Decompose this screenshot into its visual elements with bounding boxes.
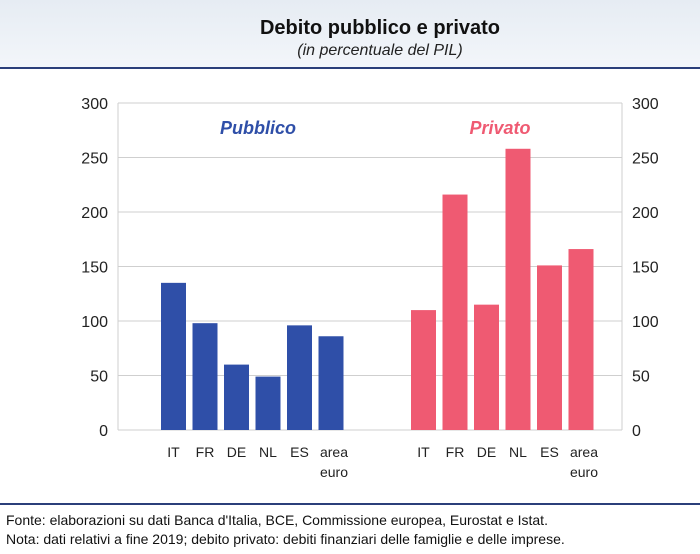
x-tick-label: FR	[196, 444, 215, 460]
x-tick-label: area	[320, 444, 348, 460]
source-note: Fonte: elaborazioni su dati Banca d'Ital…	[6, 512, 548, 528]
x-tick-label: area	[570, 444, 598, 460]
x-tick-label: DE	[227, 444, 246, 460]
bar-pubblico-nl	[255, 376, 281, 430]
y-tick-label-left: 250	[81, 151, 108, 168]
y-tick-label-right: 0	[632, 423, 641, 440]
x-tick-label: FR	[446, 444, 465, 460]
bar-privato-fr	[442, 194, 468, 430]
bar-pubblico-de	[224, 364, 249, 430]
y-tick-label-right: 100	[632, 314, 659, 331]
x-tick-label: euro	[570, 464, 598, 480]
series-label-pubblico: Pubblico	[220, 118, 296, 138]
x-tick-label: euro	[320, 464, 348, 480]
bar-privato-nl	[505, 148, 531, 430]
x-tick-label: DE	[477, 444, 496, 460]
y-tick-label-right: 50	[632, 369, 650, 386]
y-tick-label-right: 200	[632, 205, 659, 222]
bar-privato-es	[537, 265, 562, 430]
chart-subtitle: (in percentuale del PIL)	[297, 42, 463, 59]
footnote: Nota: dati relativi a fine 2019; debito …	[6, 531, 565, 547]
x-tick-label: IT	[167, 444, 180, 460]
y-tick-label-right: 300	[632, 96, 659, 113]
bar-privato-area-euro	[568, 249, 594, 430]
bar-pubblico-fr	[192, 323, 218, 430]
bar-privato-de	[474, 304, 499, 430]
bar-chart: 0 0 50 50 100 100 150 150 200 200 250 250 300 300 Pubb…	[81, 96, 659, 480]
y-tick-label-left: 200	[81, 205, 108, 222]
x-tick-label: ES	[290, 444, 309, 460]
bar-pubblico-area-euro	[318, 336, 344, 430]
y-tick-label-left: 150	[81, 260, 108, 277]
y-tick-label-left: 0	[99, 423, 108, 440]
y-tick-label-left: 50	[90, 369, 108, 386]
footer-divider	[0, 503, 700, 505]
chart-title: Debito pubblico e privato	[259, 17, 500, 39]
y-tick-label-right: 250	[632, 151, 659, 168]
x-tick-label: NL	[509, 444, 527, 460]
header-divider	[0, 67, 700, 69]
series-label-privato: Privato	[469, 118, 530, 138]
y-tick-label-right: 150	[632, 260, 659, 277]
x-tick-label: ES	[540, 444, 559, 460]
bar-privato-it	[411, 310, 436, 430]
bar-pubblico-it	[161, 282, 186, 430]
header-band	[0, 0, 700, 68]
bar-pubblico-es	[287, 325, 312, 430]
y-tick-label-left: 300	[81, 96, 108, 113]
y-tick-label-left: 100	[81, 314, 108, 331]
x-tick-label: NL	[259, 444, 277, 460]
x-tick-label: IT	[417, 444, 430, 460]
